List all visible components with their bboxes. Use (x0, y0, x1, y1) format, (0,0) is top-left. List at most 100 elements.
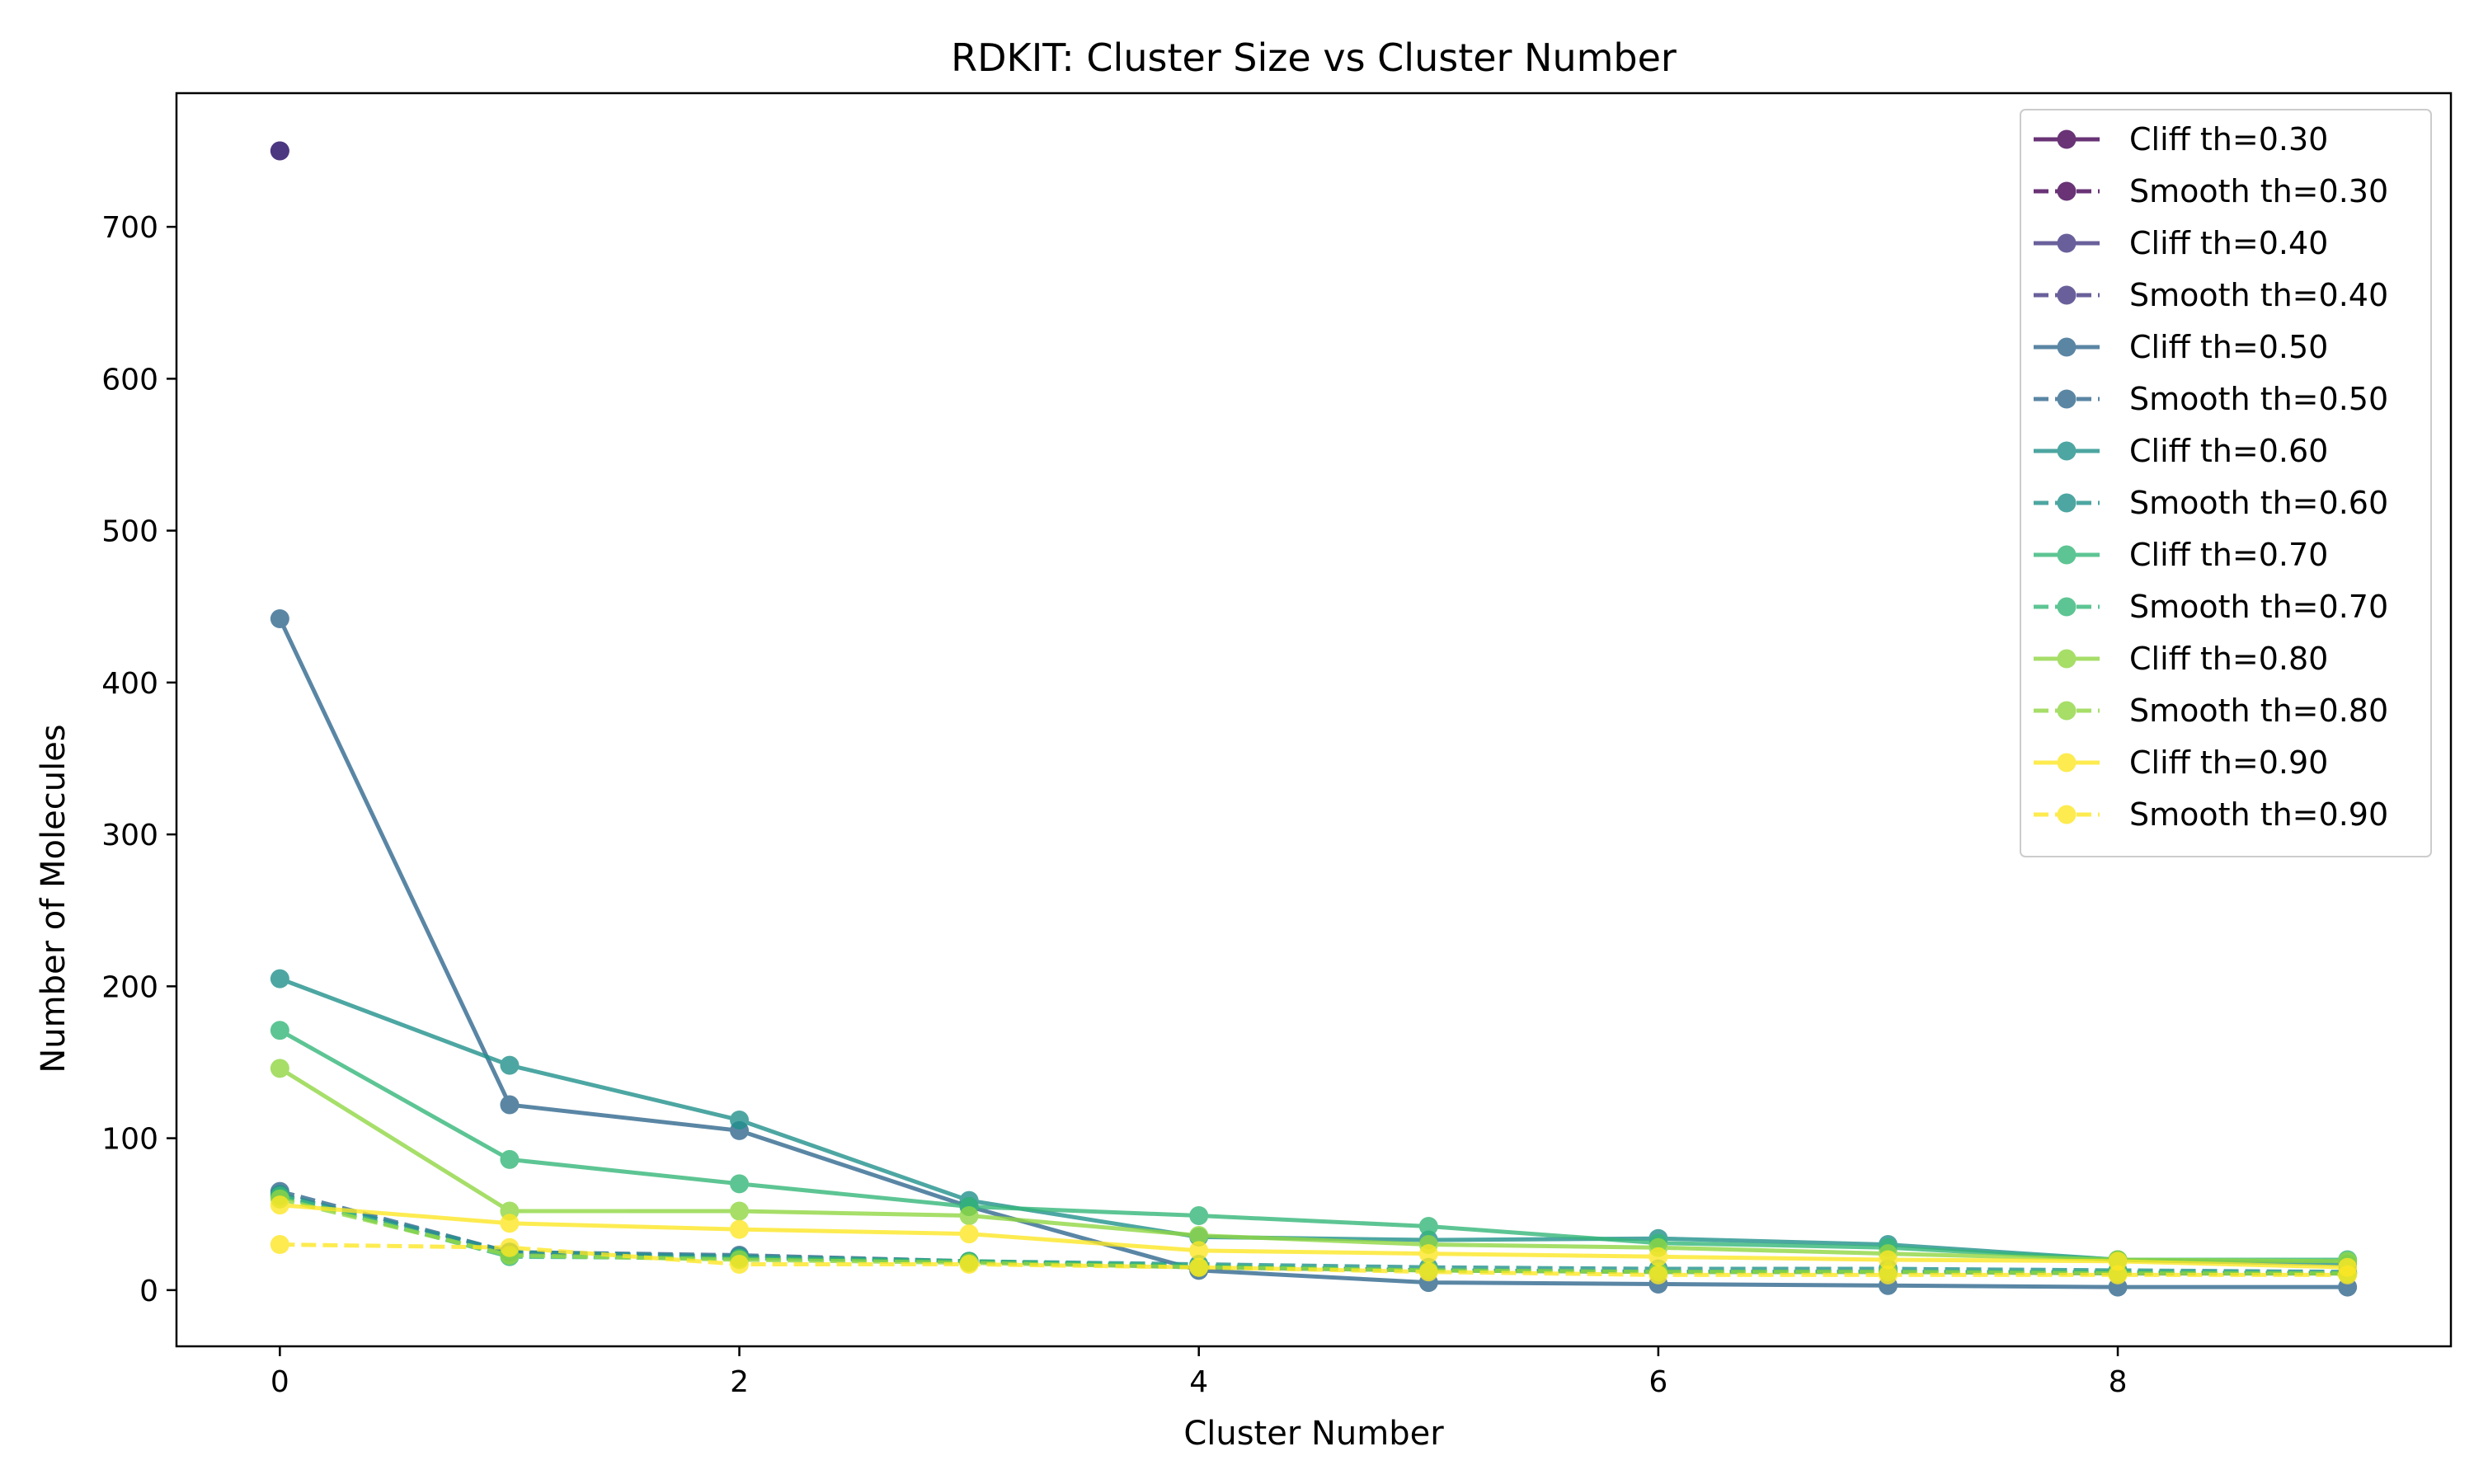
y-axis-label: Number of Molecules (35, 724, 73, 1073)
series-line-8 (279, 1028, 2348, 1262)
data-point (270, 1059, 289, 1078)
data-point (1649, 1265, 1668, 1284)
legend-marker (2057, 649, 2077, 669)
legend-marker (2057, 389, 2077, 409)
data-point (730, 1255, 750, 1275)
legend-marker (2057, 753, 2077, 773)
legend-item (2034, 181, 2100, 201)
data-point (1649, 1247, 1668, 1266)
data-point (1878, 1265, 1898, 1284)
data-point (2108, 1252, 2128, 1271)
legend-item (2034, 701, 2100, 721)
data-point (959, 1255, 979, 1275)
legend-marker (2057, 805, 2077, 824)
y-tick-label: 700 (101, 211, 158, 245)
data-point (959, 1206, 979, 1226)
data-point (270, 969, 289, 989)
legend-label: Cliff th=0.40 (2129, 225, 2328, 261)
data-point (1189, 1206, 1209, 1226)
legend-marker (2057, 181, 2077, 201)
data-point (730, 1219, 750, 1239)
series-line-4 (278, 618, 2348, 1289)
data-point (1418, 1216, 1438, 1236)
data-point (959, 1224, 979, 1244)
legend-label: Smooth th=0.40 (2129, 277, 2388, 313)
series-line-13 (280, 1242, 2348, 1277)
legend-label: Cliff th=0.80 (2129, 641, 2328, 677)
legend-label: Smooth th=0.80 (2129, 693, 2388, 729)
x-tick-label: 2 (730, 1365, 749, 1399)
y-tick-label: 100 (101, 1123, 158, 1157)
data-point (270, 1195, 289, 1215)
data-point (1418, 1262, 1438, 1282)
data-point (270, 608, 289, 628)
legend-label: Cliff th=0.70 (2129, 537, 2328, 573)
legend-label: Cliff th=0.30 (2129, 121, 2328, 157)
legend-box (2020, 109, 2432, 857)
legend-label: Smooth th=0.60 (2129, 485, 2388, 521)
legend-item (2034, 441, 2100, 461)
legend-marker (2057, 337, 2077, 357)
data-point (270, 1021, 289, 1040)
legend-label: Smooth th=0.90 (2129, 796, 2388, 833)
legend-marker (2057, 701, 2077, 721)
series-line-12 (280, 1203, 2348, 1270)
legend-item (2034, 545, 2100, 565)
data-point (1878, 1250, 1898, 1270)
x-tick-label: 4 (1189, 1365, 1208, 1399)
data-point (2108, 1265, 2128, 1284)
data-point (1189, 1226, 1209, 1246)
series-line-10 (279, 1066, 2348, 1264)
data-point (730, 1174, 750, 1194)
plot-area (270, 141, 2358, 1297)
data-point (730, 1110, 750, 1129)
axes: 0 2 4 6 8 0 100 200 300 400 500 600 700 (101, 92, 2453, 1399)
legend-item (2034, 389, 2100, 409)
legend-marker (2057, 285, 2077, 305)
data-point (500, 1214, 520, 1233)
data-point (500, 1055, 520, 1075)
y-tick-label: 400 (101, 667, 158, 701)
data-point (500, 1149, 520, 1169)
y-tick-label: 500 (101, 515, 158, 549)
legend-item (2034, 285, 2100, 305)
x-tick-label: 6 (1649, 1365, 1667, 1399)
data-point (2338, 1265, 2358, 1284)
series-12 (270, 1195, 2358, 1277)
data-point (1189, 1257, 1209, 1277)
legend-label: Smooth th=0.30 (2129, 173, 2388, 209)
legend-item (2034, 129, 2100, 149)
legend-marker (2057, 129, 2077, 149)
plot-frame (175, 92, 2453, 1348)
x-tick-label: 8 (2109, 1365, 2128, 1399)
legend-marker (2057, 597, 2077, 617)
legend-item (2034, 337, 2100, 357)
series-2 (270, 141, 289, 161)
y-tick-label: 0 (139, 1275, 158, 1308)
data-point (270, 141, 289, 161)
legend: Cliff th=0.30 Smooth th=0.30 Cliff th=0.40… (2020, 109, 2432, 857)
data-point (730, 1201, 750, 1221)
x-tick-label: 0 (270, 1365, 289, 1399)
y-tick-label: 200 (101, 970, 158, 1004)
legend-item (2034, 597, 2100, 617)
legend-marker (2057, 545, 2077, 565)
data-point (1189, 1241, 1209, 1261)
series-13 (270, 1235, 2358, 1284)
data-point (270, 1235, 289, 1255)
legend-label: Smooth th=0.50 (2129, 381, 2388, 417)
y-tick-label: 600 (101, 363, 158, 397)
legend-marker (2057, 441, 2077, 461)
legend-item (2034, 233, 2100, 253)
legend-label: Cliff th=0.50 (2129, 329, 2328, 365)
data-point (500, 1237, 520, 1257)
data-point (1418, 1244, 1438, 1264)
legend-item (2034, 805, 2100, 824)
data-point (500, 1095, 520, 1115)
legend-item (2034, 493, 2100, 513)
y-tick-label: 300 (101, 819, 158, 852)
x-axis-label: Cluster Number (1183, 1415, 1444, 1453)
legend-marker (2057, 493, 2077, 513)
